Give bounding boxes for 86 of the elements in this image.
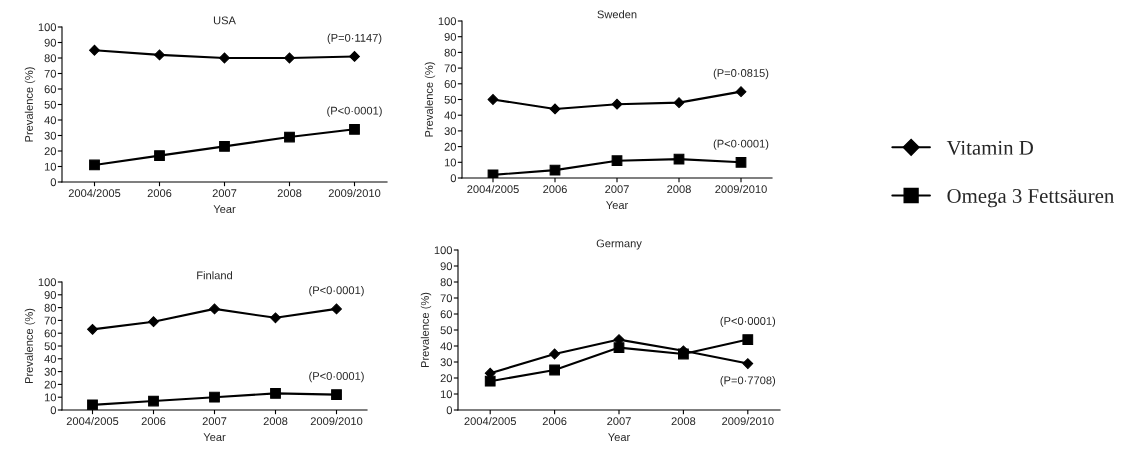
x-tick-label: 2006	[542, 417, 567, 426]
x-tick-label: 2004/2005	[467, 184, 519, 194]
chart-title: USA	[213, 16, 236, 25]
y-tick-label: 20	[444, 142, 457, 151]
y-tick-label: 100	[38, 278, 57, 287]
y-tick-label: 50	[444, 95, 457, 104]
x-tick-label: 2008	[263, 417, 288, 426]
y-tick-label: 30	[44, 367, 57, 376]
y-tick-label: 10	[44, 393, 57, 402]
x-tick-label: 2006	[147, 189, 172, 198]
x-tick-label: 2007	[212, 189, 237, 198]
y-tick-label: 40	[440, 342, 453, 351]
x-tick-label: 2009/2010	[722, 416, 774, 426]
y-tick-label: 90	[44, 38, 57, 47]
y-tick-label: 10	[444, 158, 457, 167]
y-tick-label: 80	[44, 54, 57, 63]
y-tick-label: 40	[44, 355, 57, 363]
y-tick-label: 70	[440, 294, 453, 303]
y-axis-title: Prevalence (%)	[420, 292, 432, 368]
y-tick-label: 30	[444, 127, 457, 136]
annotation: (P<0·0001)	[327, 106, 382, 117]
annotation: (P<0·0001)	[720, 316, 776, 328]
y-tick-label: 80	[440, 278, 453, 287]
y-tick-label: 60	[44, 85, 57, 94]
y-axis-title: Prevalence (%)	[24, 308, 36, 384]
y-tick-label: 90	[44, 291, 57, 299]
y-tick-label: 70	[444, 64, 457, 73]
chart-title: Germany	[596, 239, 642, 250]
y-tick-label: 40	[44, 116, 57, 125]
y-tick-label: 0	[450, 174, 457, 183]
y-tick-label: 20	[44, 380, 57, 389]
y-tick-label: 90	[444, 32, 457, 41]
y-tick-label: 40	[444, 111, 457, 120]
y-tick-label: 30	[44, 131, 57, 140]
y-tick-label: 50	[44, 100, 57, 109]
x-tick-label: 2008	[671, 417, 696, 426]
y-tick-label: 10	[440, 390, 453, 399]
y-axis-title: Prevalence (%)	[424, 62, 436, 137]
legend-label: Vitamin D	[946, 140, 1033, 155]
y-tick-label: 50	[44, 342, 57, 351]
annotation: (P<0·0001)	[309, 371, 364, 383]
x-tick-label: 2007	[605, 185, 629, 194]
y-tick-label: 60	[44, 329, 57, 338]
x-tick-label: 2004/2005	[68, 188, 121, 198]
y-tick-label: 100	[438, 17, 457, 26]
legend-label: Omega 3 Fettsäuren	[947, 189, 1115, 208]
annotation: (P<0·0001)	[309, 286, 364, 297]
y-tick-label: 100	[38, 23, 57, 32]
x-tick-label: 2004/2005	[464, 416, 516, 426]
y-tick-label: 20	[44, 147, 57, 156]
x-tick-label: 2007	[607, 417, 631, 426]
x-tick-label: 2009/2010	[310, 416, 363, 426]
x-tick-label: 2008	[667, 185, 691, 194]
chart-title: Sweden	[597, 10, 637, 19]
y-axis-title: Prevalence (%)	[24, 67, 36, 142]
x-tick-label: 2009/2010	[715, 184, 767, 194]
y-tick-label: 30	[440, 358, 453, 367]
x-tick-label: 2004/2005	[66, 416, 119, 426]
chart-title: Finland	[197, 271, 233, 280]
annotation: (P=0·7708)	[720, 376, 776, 387]
x-tick-label: 2008	[277, 189, 302, 198]
y-tick-label: 80	[444, 48, 457, 57]
x-axis-title: Year	[606, 201, 629, 210]
y-tick-label: 70	[44, 316, 57, 325]
y-tick-label: 20	[440, 374, 453, 383]
y-tick-label: 100	[434, 246, 453, 255]
y-tick-label: 90	[440, 262, 453, 271]
y-tick-label: 10	[44, 162, 57, 171]
annotation: (P<0·0001)	[713, 139, 769, 150]
x-tick-label: 2006	[543, 185, 567, 194]
y-tick-label: 0	[446, 406, 453, 415]
x-tick-label: 2009/2010	[328, 188, 381, 198]
y-tick-label: 60	[444, 80, 457, 88]
x-axis-title: Year	[608, 433, 631, 442]
y-tick-label: 0	[50, 406, 57, 415]
annotation: (P=0·0815)	[713, 68, 769, 80]
y-tick-label: 70	[44, 69, 57, 78]
annotation: (P=0·1147)	[327, 33, 382, 44]
x-axis-title: Year	[213, 205, 236, 214]
x-axis-title: Year	[203, 433, 226, 442]
x-tick-label: 2006	[141, 417, 166, 426]
y-tick-label: 80	[44, 303, 57, 312]
x-tick-label: 2007	[202, 417, 227, 426]
y-tick-label: 50	[440, 326, 453, 335]
y-tick-label: 60	[440, 310, 453, 319]
y-tick-label: 0	[50, 178, 57, 187]
